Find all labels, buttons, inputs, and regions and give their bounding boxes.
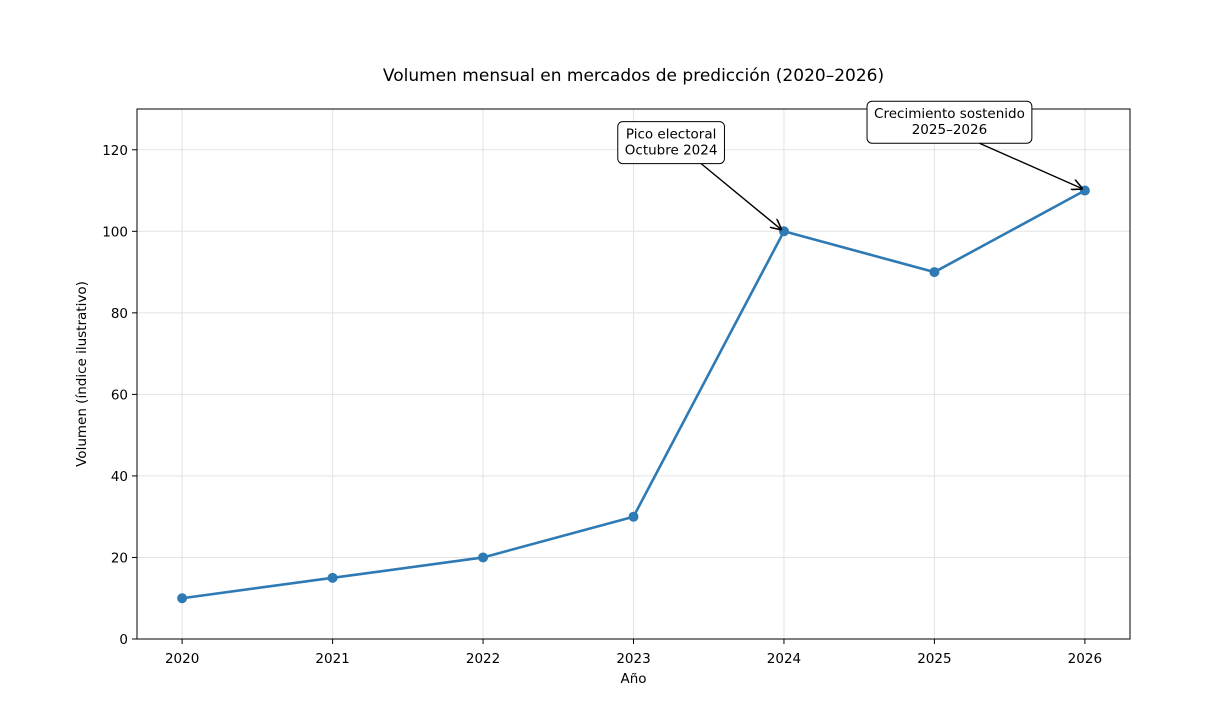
- annotation-arrow: [700, 163, 781, 230]
- annotation-box: [617, 121, 725, 165]
- y-axis: 0 20 40 60 80 100 120: [102, 143, 137, 648]
- data-point: [1079, 185, 1090, 196]
- data-point: [628, 511, 639, 522]
- annotation-text: Pico electoral: [626, 127, 716, 143]
- y-tick-label: 60: [111, 387, 128, 403]
- annotation-text: 2025–2026: [912, 122, 987, 138]
- data-point: [478, 552, 489, 563]
- x-tick-label: 2023: [616, 651, 650, 667]
- x-tick-label: 2022: [466, 651, 500, 667]
- chart-title: Volumen mensual en mercados de predicció…: [383, 66, 884, 86]
- y-tick-label: 80: [111, 306, 128, 322]
- annotation-text: Crecimiento sostenido: [874, 106, 1025, 122]
- y-axis-label: Volumen (índice ilustrativo): [74, 281, 90, 467]
- annotation-box: [866, 100, 1033, 144]
- x-tick-label: 2026: [1068, 651, 1102, 667]
- y-tick-label: 120: [102, 143, 128, 159]
- data-point: [327, 572, 338, 583]
- y-tick-label: 20: [111, 550, 128, 566]
- annotation-text: Octubre 2024: [625, 143, 718, 159]
- x-axis: 2020 2021 2022 2023 2024 2025 2026: [165, 639, 1102, 667]
- data-point: [929, 267, 940, 278]
- x-axis-label: Año: [620, 671, 646, 687]
- x-tick-label: 2020: [165, 651, 199, 667]
- y-tick-label: 0: [119, 632, 128, 648]
- data-point: [778, 226, 789, 237]
- y-tick-label: 100: [102, 224, 128, 240]
- annotation-arrow: [979, 142, 1081, 188]
- x-tick-label: 2025: [917, 651, 951, 667]
- x-tick-label: 2021: [315, 651, 349, 667]
- y-tick-label: 40: [111, 469, 128, 485]
- x-tick-label: 2024: [767, 651, 801, 667]
- data-point: [177, 593, 188, 604]
- grid: [137, 109, 1130, 640]
